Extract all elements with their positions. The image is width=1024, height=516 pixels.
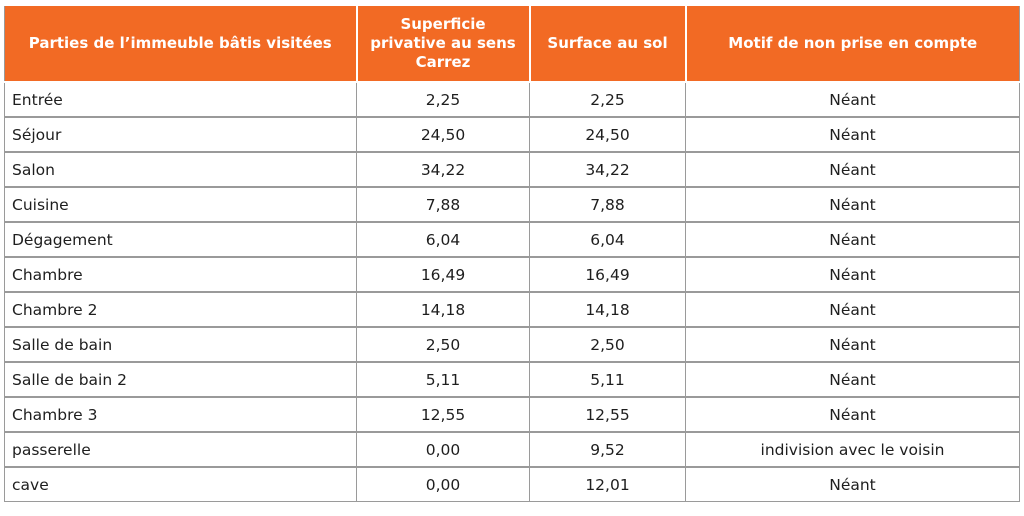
floor-area-cell: 6,04 bbox=[529, 221, 686, 258]
floor-area-cell: 24,50 bbox=[529, 116, 686, 153]
room-name-cell: Chambre bbox=[4, 256, 357, 293]
table-row: Séjour 24,50 24,50 Néant bbox=[4, 116, 1020, 153]
carrez-area-cell: 12,55 bbox=[356, 396, 530, 433]
floor-area-cell: 5,11 bbox=[529, 361, 686, 398]
exclusion-reason-cell: Néant bbox=[685, 116, 1020, 153]
exclusion-reason-cell: Néant bbox=[685, 326, 1020, 363]
table-row: passerelle 0,00 9,52 indivision avec le … bbox=[4, 431, 1020, 468]
floor-area-cell: 34,22 bbox=[529, 151, 686, 188]
table-row: Salle de bain 2,50 2,50 Néant bbox=[4, 326, 1020, 363]
exclusion-reason-cell: Néant bbox=[685, 151, 1020, 188]
carrez-area-cell: 16,49 bbox=[356, 256, 530, 293]
table-row: Chambre 16,49 16,49 Néant bbox=[4, 256, 1020, 293]
header-exclusion-reason: Motif de non prise en compte bbox=[684, 4, 1020, 83]
carrez-area-cell: 0,00 bbox=[356, 466, 530, 502]
header-floor-area: Surface au sol bbox=[528, 4, 687, 83]
carrez-area-cell: 2,25 bbox=[356, 81, 530, 118]
floor-area-cell: 12,01 bbox=[529, 466, 686, 502]
room-name-cell: Chambre 3 bbox=[4, 396, 357, 433]
exclusion-reason-cell: Néant bbox=[685, 396, 1020, 433]
table-row: Chambre 2 14,18 14,18 Néant bbox=[4, 291, 1020, 328]
room-name-cell: Salle de bain 2 bbox=[4, 361, 357, 398]
table-row: Chambre 3 12,55 12,55 Néant bbox=[4, 396, 1020, 433]
exclusion-reason-cell: Néant bbox=[685, 466, 1020, 502]
table-row: Cuisine 7,88 7,88 Néant bbox=[4, 186, 1020, 223]
carrez-area-cell: 14,18 bbox=[356, 291, 530, 328]
table-row: Salon 34,22 34,22 Néant bbox=[4, 151, 1020, 188]
floor-area-cell: 9,52 bbox=[529, 431, 686, 468]
table-header-row: Parties de l’immeuble bâtis visitées Sup… bbox=[4, 4, 1020, 83]
floor-area-cell: 16,49 bbox=[529, 256, 686, 293]
table-row: cave 0,00 12,01 Néant bbox=[4, 466, 1020, 502]
room-name-cell: Cuisine bbox=[4, 186, 357, 223]
carrez-area-cell: 5,11 bbox=[356, 361, 530, 398]
exclusion-reason-cell: indivision avec le voisin bbox=[685, 431, 1020, 468]
exclusion-reason-cell: Néant bbox=[685, 186, 1020, 223]
carrez-area-cell: 6,04 bbox=[356, 221, 530, 258]
header-carrez-area: Superficie privative au sens Carrez bbox=[355, 4, 531, 83]
room-name-cell: Dégagement bbox=[4, 221, 357, 258]
surface-table: Parties de l’immeuble bâtis visitées Sup… bbox=[4, 4, 1020, 502]
room-name-cell: Séjour bbox=[4, 116, 357, 153]
header-rooms: Parties de l’immeuble bâtis visitées bbox=[4, 4, 358, 83]
table-row: Entrée 2,25 2,25 Néant bbox=[4, 81, 1020, 118]
surface-table-container: Parties de l’immeuble bâtis visitées Sup… bbox=[4, 4, 1020, 502]
carrez-area-cell: 0,00 bbox=[356, 431, 530, 468]
carrez-area-cell: 34,22 bbox=[356, 151, 530, 188]
table-row: Salle de bain 2 5,11 5,11 Néant bbox=[4, 361, 1020, 398]
floor-area-cell: 7,88 bbox=[529, 186, 686, 223]
exclusion-reason-cell: Néant bbox=[685, 81, 1020, 118]
room-name-cell: Salon bbox=[4, 151, 357, 188]
room-name-cell: Salle de bain bbox=[4, 326, 357, 363]
table-row: Dégagement 6,04 6,04 Néant bbox=[4, 221, 1020, 258]
room-name-cell: Entrée bbox=[4, 81, 357, 118]
exclusion-reason-cell: Néant bbox=[685, 291, 1020, 328]
carrez-area-cell: 7,88 bbox=[356, 186, 530, 223]
room-name-cell: Chambre 2 bbox=[4, 291, 357, 328]
room-name-cell: cave bbox=[4, 466, 357, 502]
floor-area-cell: 2,25 bbox=[529, 81, 686, 118]
exclusion-reason-cell: Néant bbox=[685, 361, 1020, 398]
carrez-area-cell: 2,50 bbox=[356, 326, 530, 363]
exclusion-reason-cell: Néant bbox=[685, 256, 1020, 293]
floor-area-cell: 14,18 bbox=[529, 291, 686, 328]
floor-area-cell: 2,50 bbox=[529, 326, 686, 363]
exclusion-reason-cell: Néant bbox=[685, 221, 1020, 258]
floor-area-cell: 12,55 bbox=[529, 396, 686, 433]
carrez-area-cell: 24,50 bbox=[356, 116, 530, 153]
room-name-cell: passerelle bbox=[4, 431, 357, 468]
